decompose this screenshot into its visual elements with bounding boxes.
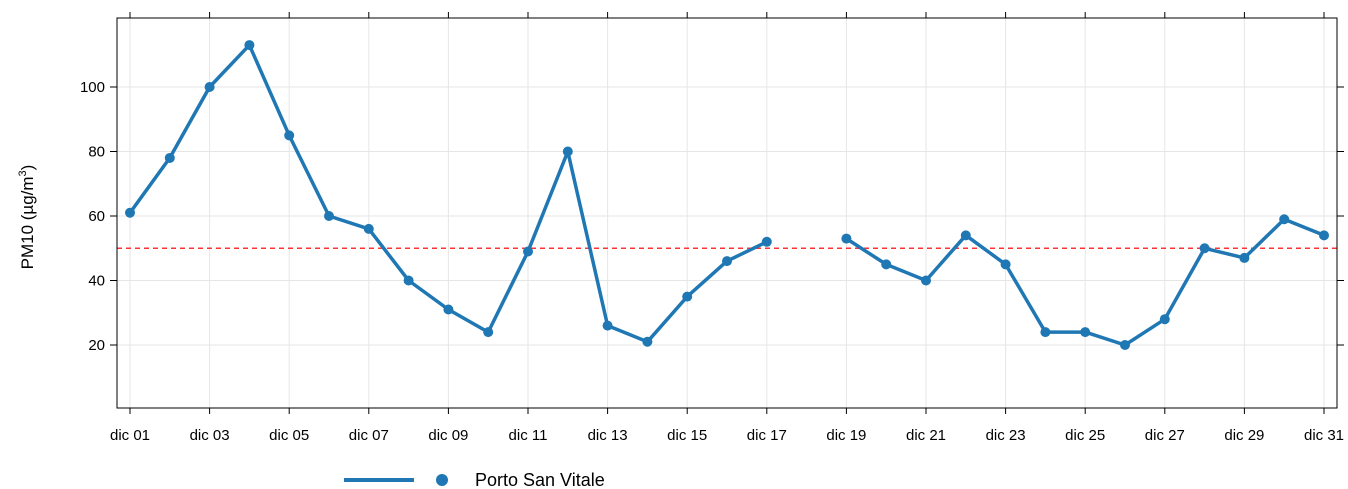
- x-tick-label: dic 11: [509, 427, 548, 444]
- legend-point-swatch: [436, 474, 448, 486]
- data-point: [1000, 259, 1011, 270]
- grid: [117, 18, 1337, 408]
- plot-border: [116, 17, 1338, 409]
- y-axis-title: PM10 (µg/m3): [17, 165, 37, 270]
- data-point: [363, 223, 374, 234]
- x-tick-label: dic 27: [1145, 427, 1185, 444]
- data-point: [682, 291, 693, 302]
- data-point: [1239, 252, 1250, 263]
- data-point: [602, 320, 613, 331]
- data-point: [1040, 327, 1051, 338]
- series-group: [125, 40, 1329, 350]
- x-tick-label: dic 25: [1065, 427, 1105, 444]
- data-point: [483, 327, 494, 338]
- y-tick-label: 40: [88, 273, 105, 290]
- y-tick-label: 60: [88, 208, 105, 225]
- data-point: [642, 336, 653, 347]
- data-point: [523, 246, 533, 257]
- data-point: [244, 40, 255, 51]
- y-axis: 20 40 60 80 100: [80, 79, 1344, 354]
- data-point: [562, 146, 573, 157]
- x-tick-label: dic 01: [110, 427, 150, 444]
- x-tick-label: dic 09: [428, 427, 468, 444]
- data-point: [722, 256, 732, 267]
- data-point: [761, 236, 772, 247]
- x-tick-label: dic 05: [269, 427, 309, 444]
- data-point: [1319, 230, 1329, 241]
- y-tick-label: 20: [88, 337, 105, 354]
- y-tick-label: 100: [80, 79, 105, 96]
- legend: Porto San Vitale: [344, 470, 605, 489]
- x-tick-label: dic 21: [906, 427, 946, 444]
- x-tick-label: dic 03: [190, 427, 230, 444]
- data-point: [284, 130, 295, 141]
- data-point: [164, 152, 175, 163]
- x-tick-label: dic 29: [1224, 427, 1264, 444]
- data-point: [1120, 340, 1130, 350]
- x-tick-label: dic 07: [349, 427, 389, 444]
- data-point: [125, 207, 135, 218]
- x-tick-label: dic 31: [1304, 427, 1344, 444]
- data-point: [1199, 243, 1210, 254]
- data-point: [1080, 327, 1091, 338]
- y-tick-label: 80: [88, 144, 105, 161]
- data-point: [841, 233, 852, 244]
- x-tick-label: dic 23: [986, 427, 1026, 444]
- data-point: [881, 259, 892, 270]
- data-point: [443, 304, 454, 315]
- x-tick-label: dic 15: [667, 427, 707, 444]
- x-axis: dic 01 dic 03 dic 05 dic 07 dic 09 dic 11 dic …: [110, 12, 1344, 444]
- data-point: [1159, 314, 1170, 325]
- data-point: [921, 275, 931, 286]
- x-tick-label: dic 17: [747, 427, 787, 444]
- x-tick-label: dic 13: [588, 427, 628, 444]
- data-point: [204, 82, 215, 92]
- data-point: [324, 211, 334, 221]
- data-point: [403, 275, 414, 286]
- plot-frame: [116, 17, 1338, 409]
- data-point: [1279, 214, 1290, 225]
- x-tick-label: dic 19: [826, 427, 866, 444]
- data-point: [960, 230, 971, 241]
- legend-label: Porto San Vitale: [475, 470, 605, 489]
